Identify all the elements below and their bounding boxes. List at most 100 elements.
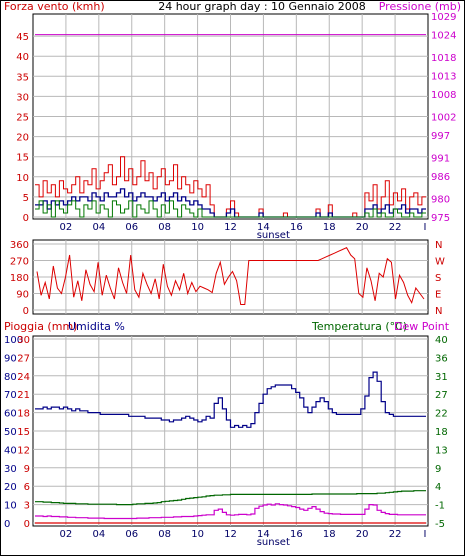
y2-tick-label: 980	[431, 194, 450, 205]
y2-tick-label: 1002	[431, 113, 456, 124]
green-series	[35, 200, 426, 218]
graph-title: 24 hour graph day : 10 Gennaio 2008	[158, 0, 366, 13]
rain-tick-label: 15	[17, 427, 30, 438]
y-tick-label: 180	[10, 273, 29, 284]
x-tick-label: 08	[158, 529, 171, 540]
x-tick-label: 04	[92, 529, 105, 540]
temperature-tick-label: 31	[435, 372, 448, 383]
y-tick-label: 10	[16, 173, 29, 184]
rain-tick-label: 3	[24, 501, 30, 512]
y-tick-label: 0	[23, 306, 29, 317]
y2-tick-label: 986	[431, 172, 450, 183]
humidity-tick-label: 20	[4, 482, 17, 493]
temperature-axis-title: Temperatura (°C)	[311, 320, 407, 333]
x-tick-label: 06	[125, 529, 138, 540]
x-tick-label: 20	[356, 529, 369, 540]
temperature-tick-label: -1	[435, 501, 445, 512]
temperature-tick-label: 4	[435, 482, 441, 493]
x-tick-label: 08	[158, 222, 171, 233]
x-tick-label: 20	[356, 222, 369, 233]
x-tick-label: 12	[224, 222, 237, 233]
x-tick-label: 16	[290, 222, 303, 233]
humidity-tick-label: 30	[4, 464, 17, 475]
y-tick-label: 45	[16, 32, 29, 43]
rain-tick-label: 6	[24, 482, 30, 493]
pressure-axis-title: Pressione (mb)	[379, 0, 461, 13]
humidity-tick-label: 10	[4, 501, 17, 512]
x-tick-label: 18	[323, 529, 336, 540]
y2-tick-label: 991	[431, 153, 450, 164]
x-tick-label: 10	[191, 529, 204, 540]
temperature-tick-label: 36	[435, 353, 448, 364]
temperature-tick-label: 9	[435, 464, 441, 475]
humidity-axis-title: Umidita %	[68, 320, 125, 333]
wind-axis-title: Forza vento (kmh)	[4, 0, 105, 13]
humidity-tick-label: 80	[4, 372, 17, 383]
x-tick-label: 22	[389, 222, 402, 233]
rain-tick-label: 0	[24, 519, 30, 530]
x-tick-label: 16	[290, 529, 303, 540]
x-tick-label: 02	[60, 222, 73, 233]
temperature-tick-label: 22	[435, 409, 448, 420]
humidity-tick-label: 40	[4, 445, 17, 456]
y-tick-label: 0	[23, 213, 29, 224]
x-tick-label: 14	[257, 222, 270, 233]
temperature-tick-label: 27	[435, 390, 448, 401]
rain-tick-label: 21	[17, 390, 30, 401]
y-tick-label: 360	[10, 240, 29, 251]
y-tick-label: 270	[10, 257, 29, 268]
y2-tick-label: 1013	[431, 72, 456, 83]
temperature-tick-label: 18	[435, 427, 448, 438]
sunset-label: sunset	[257, 537, 290, 548]
compass-label: N	[435, 306, 442, 317]
x-tick-label: 10	[191, 222, 204, 233]
temperature-tick-label: 40	[435, 335, 448, 346]
rain-tick-label: 9	[24, 464, 30, 475]
compass-label: N	[435, 240, 442, 251]
humidity-series	[35, 371, 426, 428]
x-tick-label: 02	[60, 529, 73, 540]
y-tick-label: 25	[16, 113, 29, 124]
x-tick-label: 22	[389, 529, 402, 540]
y2-tick-label: 1029	[431, 12, 456, 23]
temperature-tick-label: -5	[435, 519, 445, 530]
panels: 0510152025303540459759809869919971002100…	[4, 12, 456, 548]
rain-axis-title: Pioggia (mm)	[4, 320, 77, 333]
x-end-mark: I	[424, 529, 427, 540]
sunset-label: sunset	[257, 230, 290, 241]
y2-tick-label: 1024	[431, 31, 456, 42]
x-tick-label: 12	[224, 529, 237, 540]
y2-tick-label: 1018	[431, 53, 456, 64]
humidity-tick-label: 50	[4, 427, 17, 438]
x-tick-label: 18	[323, 222, 336, 233]
humidity-tick-label: 60	[4, 409, 17, 420]
y-tick-label: 5	[23, 193, 29, 204]
x-tick-label: 14	[257, 529, 270, 540]
compass-label: S	[435, 273, 441, 284]
y-tick-label: 35	[16, 72, 29, 83]
rain-tick-label: 27	[17, 353, 30, 364]
compass-label: W	[435, 257, 445, 268]
x-end-mark: I	[424, 222, 427, 233]
rain-tick-label: 30	[17, 335, 30, 346]
wind-pressure-panel: 0510152025303540459759809869919971002100…	[16, 12, 456, 241]
humidity-tick-label: 100	[4, 335, 23, 346]
dewpoint-axis-title: Dew Point	[394, 320, 450, 333]
y-tick-label: 40	[16, 52, 29, 63]
y-tick-label: 20	[16, 133, 29, 144]
y-tick-label: 30	[16, 92, 29, 103]
compass-label: E	[435, 290, 441, 301]
rain-tick-label: 12	[17, 445, 30, 456]
dewpoint-series	[35, 503, 426, 520]
y2-tick-label: 975	[431, 213, 450, 224]
rain-tick-label: 18	[17, 409, 30, 420]
humidity-tick-label: 0	[4, 519, 10, 530]
y2-tick-label: 997	[431, 131, 450, 142]
y-tick-label: 90	[16, 290, 29, 301]
x-tick-label: 06	[125, 222, 138, 233]
temperature-series	[35, 490, 426, 506]
